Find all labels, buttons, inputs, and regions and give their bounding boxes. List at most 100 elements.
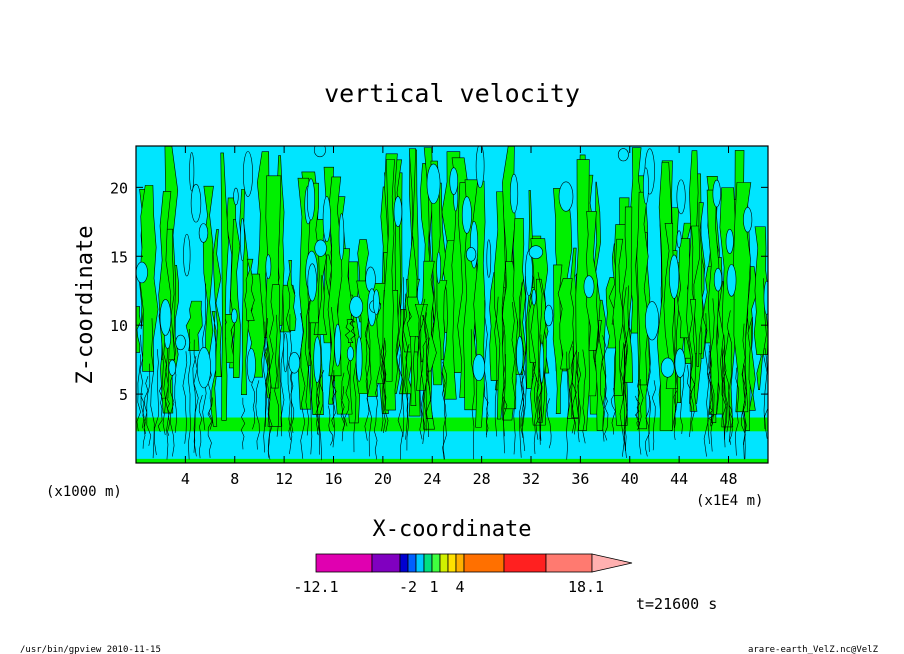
contour-line	[494, 296, 499, 437]
colorbar-segment	[431, 553, 441, 573]
contour-line	[154, 349, 159, 456]
x-tick-label: 20	[374, 470, 392, 488]
footer-right: arare-earth_VelZ.nc@VelZ	[748, 645, 879, 654]
y-tick-label: 15	[110, 248, 128, 266]
contour-line	[708, 344, 714, 427]
contour-patch	[233, 187, 239, 206]
velocity-plume	[612, 238, 625, 396]
contour-line	[470, 329, 475, 460]
contour-patch	[189, 152, 195, 192]
contour-line	[397, 354, 404, 460]
contour-line	[304, 300, 310, 436]
velocity-plume	[212, 229, 222, 377]
contour-line	[566, 351, 569, 460]
contour-line	[187, 328, 191, 460]
contour-line	[380, 343, 385, 432]
contour-patch	[461, 196, 472, 234]
contour-line	[672, 272, 676, 428]
contour-line	[722, 345, 727, 440]
contour-patch	[645, 301, 660, 341]
contour-patch	[307, 263, 317, 302]
contour-line	[582, 349, 587, 444]
contour-patch	[643, 167, 649, 205]
contour-patch	[669, 254, 680, 299]
contour-line	[522, 276, 527, 452]
contour-patch	[466, 247, 477, 262]
contour-line	[724, 332, 730, 433]
x-tick-label: 32	[522, 470, 540, 488]
contour-line	[165, 340, 170, 460]
contour-line	[680, 365, 685, 434]
contour-line	[266, 341, 271, 458]
contour-line	[255, 380, 260, 450]
contour-patch	[449, 167, 459, 195]
velocity-plume	[139, 185, 159, 372]
contour-patch	[660, 357, 675, 378]
x-tick-label: 12	[275, 470, 293, 488]
velocity-plume	[494, 191, 506, 420]
velocity-plume	[364, 303, 382, 397]
velocity-plume	[575, 159, 590, 432]
contour-line	[401, 277, 405, 437]
colorbar-segment	[315, 553, 373, 573]
contour-line	[651, 380, 656, 451]
colorbar-segment	[399, 553, 409, 573]
colorbar-segment	[415, 553, 425, 573]
colorbar-segment	[463, 553, 505, 573]
contour-line	[373, 383, 379, 460]
contour-line	[280, 290, 285, 437]
contour-patch	[265, 254, 272, 280]
y-tick-label: 20	[110, 179, 128, 197]
velocity-plume	[382, 159, 395, 382]
contour-line	[331, 307, 336, 448]
contour-patch	[283, 333, 288, 373]
contour-line	[622, 343, 627, 450]
contour-patch	[313, 336, 322, 384]
contour-line	[740, 363, 746, 445]
plot-area	[135, 145, 769, 464]
y-tick-label: 5	[119, 386, 128, 404]
contour-patch	[288, 352, 301, 374]
contour-patch	[183, 233, 191, 277]
contour-patch	[231, 308, 238, 324]
contour-patch	[190, 183, 202, 223]
contour-line	[328, 405, 334, 446]
contour-patch	[509, 173, 519, 214]
contour-patch	[531, 289, 537, 306]
colorbar: -12.1 -2 1 4 18.1	[293, 553, 633, 596]
velocity-plume	[418, 315, 428, 363]
contour-patch	[726, 264, 737, 297]
contour-patch	[712, 179, 721, 208]
contour-line	[442, 361, 447, 460]
velocity-plume	[747, 317, 756, 411]
colorbar-label: 4	[455, 578, 464, 596]
colorbar-label: -12.1	[293, 578, 338, 596]
contour-patch	[349, 296, 364, 318]
contour-patch	[313, 146, 326, 158]
contour-patch	[544, 304, 554, 327]
contour-line	[143, 376, 149, 435]
colorbar-segment	[371, 553, 401, 573]
x-axis-label: X-coordinate	[373, 517, 532, 542]
contour-patch	[516, 335, 524, 375]
x-tick-label: 48	[719, 470, 737, 488]
contour-line	[136, 354, 141, 432]
velocity-plume	[688, 299, 698, 412]
contour-line	[546, 398, 552, 449]
velocity-plume	[220, 152, 229, 421]
contour-line	[721, 334, 727, 431]
velocity-plume	[622, 206, 634, 383]
contour-line	[364, 324, 370, 441]
contour-line	[419, 358, 424, 440]
contour-line	[703, 313, 709, 457]
contour-line	[646, 324, 652, 452]
contour-line	[687, 365, 693, 437]
contour-line	[604, 388, 609, 441]
contour-line	[288, 367, 294, 441]
contour-patch	[426, 163, 441, 204]
contour-line	[610, 387, 616, 435]
velocity-plume	[269, 284, 281, 389]
colorbar-segment	[423, 553, 433, 573]
contour-line	[728, 404, 734, 445]
